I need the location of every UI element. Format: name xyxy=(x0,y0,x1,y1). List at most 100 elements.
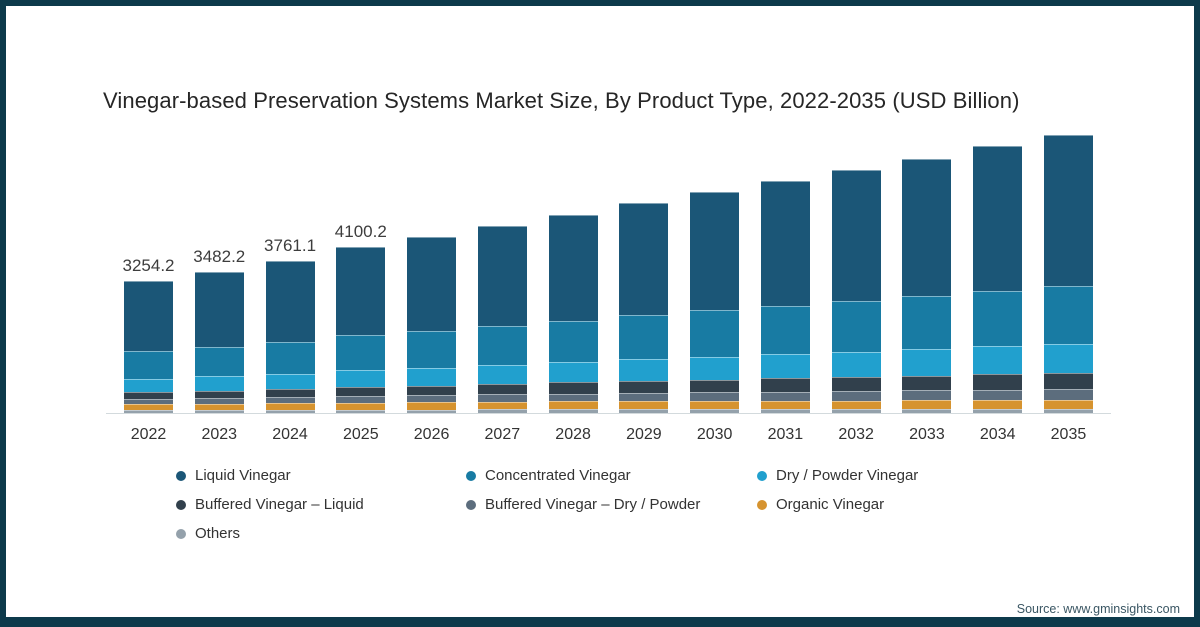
legend-dot-icon xyxy=(176,470,186,481)
segment-organic-vinegar xyxy=(619,400,669,409)
x-axis-line xyxy=(106,413,1111,414)
segment-concentrated-vinegar xyxy=(124,351,173,379)
segment-organic-vinegar xyxy=(973,400,1023,409)
segment-liquid-vinegar xyxy=(194,272,244,347)
legend-label: Organic Vinegar xyxy=(776,496,885,513)
segment-others xyxy=(690,408,740,414)
bar-total-label-2023: 3482.2 xyxy=(193,247,246,267)
segment-others xyxy=(831,408,881,414)
bar-column-2024: 3761.1 xyxy=(264,236,316,414)
segment-others xyxy=(336,409,386,414)
segment-liquid-vinegar xyxy=(831,169,881,301)
segment-liquid-vinegar xyxy=(760,180,810,306)
x-tick-2024: 2024 xyxy=(272,426,308,443)
bar-stack-2033 xyxy=(902,158,952,414)
segment-buffered-vinegar-liquid xyxy=(548,382,598,394)
segment-concentrated-vinegar xyxy=(548,320,598,363)
segment-buffered-vinegar-liquid xyxy=(477,384,527,395)
bar-total-label-2022: 3254.2 xyxy=(122,256,175,276)
bar-stack-2034 xyxy=(973,146,1023,414)
bar-column-2030 xyxy=(690,191,740,414)
segment-dry-powder-vinegar xyxy=(124,378,173,393)
segment-concentrated-vinegar xyxy=(973,290,1023,346)
segment-liquid-vinegar xyxy=(1043,134,1093,286)
legend-item-concentrated-vinegar: Concentrated Vinegar xyxy=(466,467,757,484)
segment-liquid-vinegar xyxy=(902,158,952,296)
segment-buffered-vinegar-dry-powder xyxy=(124,399,173,405)
segment-others xyxy=(265,409,315,414)
chart-title: Vinegar-based Preservation Systems Marke… xyxy=(103,88,1020,113)
segment-organic-vinegar xyxy=(548,401,598,410)
segment-buffered-vinegar-liquid xyxy=(1043,372,1093,390)
segment-organic-vinegar xyxy=(407,402,457,410)
source-note: Source: www.gminsights.com xyxy=(1016,602,1180,616)
segment-buffered-vinegar-liquid xyxy=(124,392,173,400)
segment-concentrated-vinegar xyxy=(194,346,244,377)
segment-liquid-vinegar xyxy=(124,281,173,352)
segment-organic-vinegar xyxy=(124,404,173,411)
segment-liquid-vinegar xyxy=(973,146,1023,291)
bar-column-2026 xyxy=(407,237,457,414)
legend-label: Others xyxy=(195,525,241,542)
segment-dry-powder-vinegar xyxy=(831,351,881,377)
bar-stack-2025 xyxy=(336,246,386,414)
legend-dot-icon xyxy=(466,499,476,510)
segment-others xyxy=(760,408,810,414)
segment-liquid-vinegar xyxy=(619,203,669,316)
segment-buffered-vinegar-liquid xyxy=(407,385,457,396)
legend-item-liquid-vinegar: Liquid Vinegar xyxy=(176,467,466,484)
bar-column-2029 xyxy=(619,203,669,414)
legend-label: Concentrated Vinegar xyxy=(485,467,631,484)
x-tick-2034: 2034 xyxy=(979,426,1016,443)
legend-label: Dry / Powder Vinegar xyxy=(776,467,919,484)
bar-total-label-2025: 4100.2 xyxy=(334,221,387,241)
legend-label: Liquid Vinegar xyxy=(195,467,291,484)
segment-dry-powder-vinegar xyxy=(902,348,952,376)
segment-buffered-vinegar-dry-powder xyxy=(336,396,386,403)
legend-item-organic-vinegar: Organic Vinegar xyxy=(757,496,918,513)
segment-concentrated-vinegar xyxy=(619,315,669,360)
segment-organic-vinegar xyxy=(760,400,810,409)
bars: 3254.2 3482.2 3761.1 4100.2 xyxy=(106,128,1111,414)
x-tick-2032: 2032 xyxy=(838,426,874,443)
segment-others xyxy=(477,409,527,414)
segment-liquid-vinegar xyxy=(336,246,386,336)
legend-dot-icon xyxy=(176,499,186,510)
legend-dot-icon xyxy=(176,528,186,539)
segment-others xyxy=(124,410,173,414)
legend-label: Buffered Vinegar – Liquid xyxy=(195,496,364,513)
bar-stack-2024 xyxy=(265,260,315,414)
segment-buffered-vinegar-liquid xyxy=(760,378,810,392)
segment-others xyxy=(973,408,1023,414)
segment-buffered-vinegar-dry-powder xyxy=(690,392,740,401)
bar-stack-2032 xyxy=(831,169,881,414)
segment-others xyxy=(1043,408,1093,414)
segment-others xyxy=(194,410,244,414)
segment-liquid-vinegar xyxy=(690,191,740,311)
legend-item-dry-powder-vinegar: Dry / Powder Vinegar xyxy=(757,467,918,484)
segment-others xyxy=(548,409,598,414)
segment-buffered-vinegar-liquid xyxy=(690,379,740,393)
legend-label: Buffered Vinegar – Dry / Powder xyxy=(485,496,701,513)
x-tick-2022: 2022 xyxy=(130,426,167,443)
bar-column-2033 xyxy=(902,158,952,414)
segment-liquid-vinegar xyxy=(407,237,457,331)
x-tick-2033: 2033 xyxy=(909,426,945,443)
bar-stack-2029 xyxy=(619,203,669,414)
segment-others xyxy=(619,408,669,414)
bar-stack-2026 xyxy=(407,237,457,414)
x-tick-2025: 2025 xyxy=(343,426,379,443)
segment-concentrated-vinegar xyxy=(336,335,386,371)
segment-buffered-vinegar-dry-powder xyxy=(477,394,527,402)
segment-dry-powder-vinegar xyxy=(336,370,386,388)
segment-concentrated-vinegar xyxy=(760,305,810,355)
segment-concentrated-vinegar xyxy=(477,325,527,365)
x-tick-2029: 2029 xyxy=(626,426,662,443)
segment-organic-vinegar xyxy=(690,400,740,409)
segment-buffered-vinegar-dry-powder xyxy=(619,392,669,401)
segment-buffered-vinegar-liquid xyxy=(619,380,669,393)
segment-concentrated-vinegar xyxy=(265,341,315,374)
segment-liquid-vinegar xyxy=(265,260,315,342)
segment-buffered-vinegar-dry-powder xyxy=(407,395,457,403)
